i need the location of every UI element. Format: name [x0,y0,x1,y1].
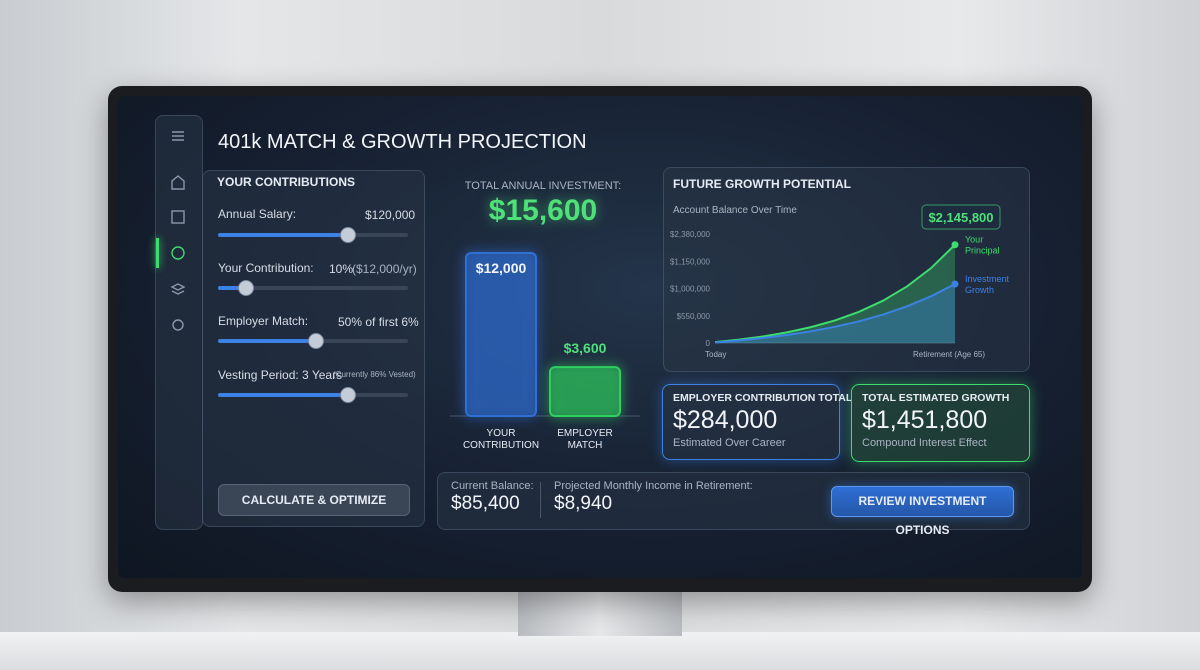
slider[interactable] [218,280,408,296]
x-axis-label: Today [705,350,726,359]
card-title: TOTAL ESTIMATED GROWTH [862,392,1010,404]
row-label: Your Contribution: [218,261,314,275]
investment-title: TOTAL ANNUAL INVESTMENT: [464,180,622,192]
bar-category-label: YOUR CONTRIBUTION [463,428,539,451]
card-value: $284,000 [673,406,778,434]
row-value: 50% of first 6% [338,315,419,329]
chart-subtitle: Account Balance Over Time [673,205,797,216]
row-note: ($12,000/yr) [352,262,417,276]
series-area [715,244,955,343]
slider[interactable] [218,333,408,349]
investment-total: $15,600 [488,194,598,227]
y-axis-label: $2,380,000 [670,230,711,239]
bar-chart: $12,000 YOUR CONTRIBUTION $3,600 EMPLOYER MAT… [450,252,640,451]
card-caption: Estimated Over Career [673,437,786,449]
sidebar-icons [170,131,186,331]
tasks-icon[interactable] [171,210,185,224]
bar-category-label: EMPLOYER MATCH [557,428,613,451]
monitor-stand [518,592,682,636]
row-label: Vesting Period: 3 Years [218,368,343,382]
bar [465,252,537,417]
bar-value-label: $12,000 [476,260,527,276]
x-axis-label: Retirement (Age 65) [913,350,985,359]
slider[interactable] [218,227,408,243]
series-end-dot [951,241,959,249]
card-title: EMPLOYER CONTRIBUTION TOTAL [673,392,853,404]
card [662,384,840,460]
callout-box [921,204,1001,230]
legend-label: Your Principal [965,235,1000,256]
row-value: 10% [329,262,354,276]
settings-icon[interactable] [172,319,184,331]
menu-icon[interactable] [172,131,184,141]
chart-icon[interactable] [171,246,185,260]
balance-label: Current Balance: [451,480,534,492]
series-area [715,284,955,343]
review-button[interactable]: REVIEW INVESTMENT OPTIONS [831,486,1014,537]
calculate-button[interactable]: CALCULATE & OPTIMIZE [218,484,410,516]
home-icon[interactable] [171,175,185,190]
panel-title: YOUR CONTRIBUTIONS [217,175,355,189]
title: 401k MATCH & GROWTH PROJECTION [218,131,587,153]
y-axis-label: $1,000,000 [670,285,711,294]
row-label: Annual Salary: [218,207,297,221]
growth-panel [663,167,1030,372]
divider [540,482,541,518]
series-line [714,244,956,344]
bar [549,366,621,418]
card-value: $1,451,800 [862,406,988,434]
legend-label: Investment Growth [965,274,1010,295]
series-line [714,283,956,344]
layers-icon[interactable] [170,283,186,295]
panel-title: FUTURE GROWTH POTENTIAL [673,177,851,191]
line-chart: Account Balance Over Time $2,380,000 $1,15… [670,204,1010,359]
active-indicator [156,238,159,268]
income-value: $8,940 [554,493,613,514]
sidebar [155,115,203,530]
bar-value-label: $3,600 [564,340,607,356]
callout: $2,145,800 [928,210,993,225]
row-note: (Currently 86% Vested) [333,370,416,379]
slider[interactable] [218,387,408,403]
balance-value: $85,400 [451,493,520,514]
row-value: $120,000 [365,208,416,222]
card [851,384,1030,462]
y-axis-label: $1,150,000 [670,257,711,266]
y-axis-label: 0 [706,339,711,348]
row-label: Employer Match: [218,314,309,328]
series-end-dot [951,280,959,288]
card-caption: Compound Interest Effect [862,437,987,449]
income-label: Projected Monthly Income in Retirement: [554,480,753,492]
y-axis-label: $550,000 [677,312,711,321]
desk [0,632,1200,670]
